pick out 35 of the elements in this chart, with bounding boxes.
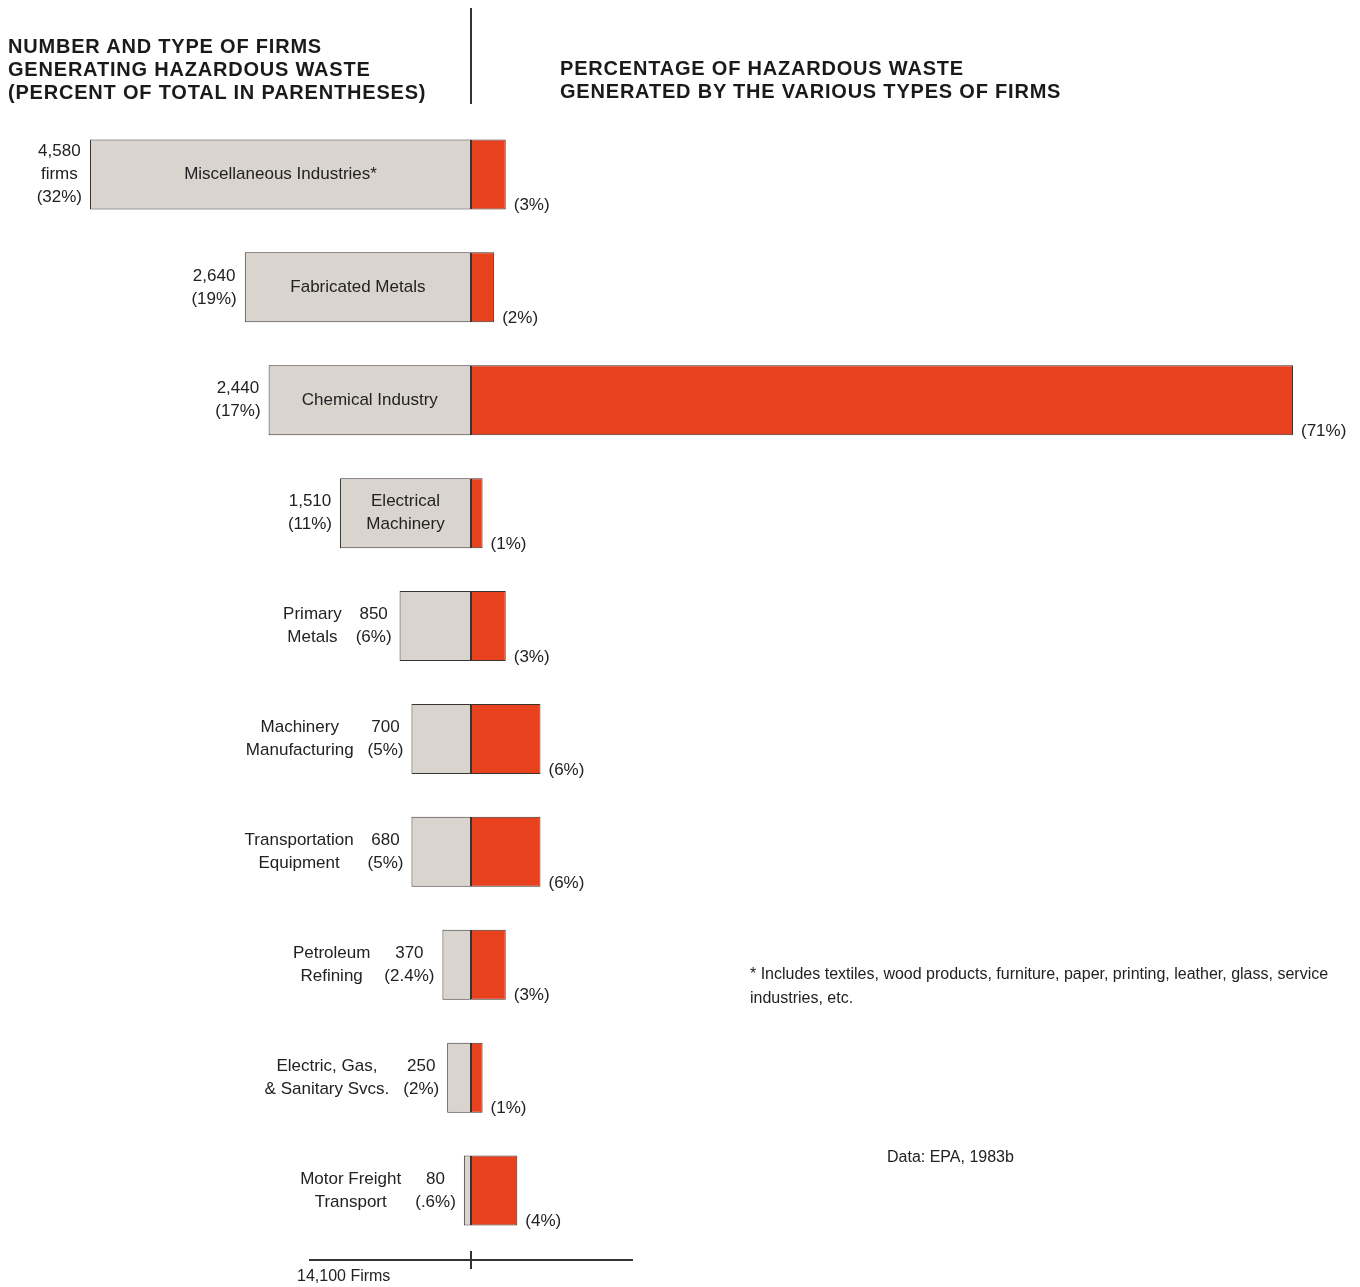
data-label: 700 (5%) [367,717,404,760]
y-tick-label: Transportation Equipment [244,830,354,873]
data-label: (6%) [548,872,585,892]
data-label: 80 (.6%) [415,1168,456,1211]
data-label: 1,510 (11%) [287,491,333,534]
y-tick-label: Electrical Machinery [366,491,446,534]
data-label: 4,580 firms (32%) [36,141,83,207]
data-label: (2%) [502,308,539,328]
x-axis-title: 14,100 Firms [297,1266,391,1286]
chart-title: NUMBER AND TYPE OF FIRMS GENERATING HAZARDOUS WASTE (PERCENT OF TOTAL IN PARENTHESES) [8,35,428,104]
data-label: (3%) [513,195,550,215]
y-tick-label: Miscellaneous Industries* [184,164,378,184]
data-label: 250 (2%) [403,1055,440,1098]
data-label: 2,440 (17%) [215,378,261,421]
data-label: 2,640 (19%) [191,265,237,308]
y-tick-label: Chemical Industry [301,389,439,409]
annotation: * Includes textiles, wood products, furniture, paper, printing, leather, glass, service industries, etc. [750,964,1330,1008]
data-label: (71%) [1301,420,1347,440]
y-tick-label: Motor Freight Transport [300,1168,402,1211]
data-label: (3%) [513,646,550,666]
y-tick-label: Fabricated Metals [290,277,426,297]
chart-title: PERCENTAGE OF HAZARDOUS WASTE GENERATED BY THE VARIOUS TYPES OF FIRMS [560,57,1063,103]
y-tick-label: Machinery Manufacturing [245,717,354,760]
data-label: 370 (2.4%) [384,942,435,985]
data-label: (3%) [513,985,550,1005]
y-tick-label: Electric, Gas, & Sanitary Svcs. [264,1055,390,1098]
data-label: (4%) [525,1211,562,1231]
data-label: 680 (5%) [367,830,404,873]
y-tick-label: Petroleum Refining [292,942,371,985]
y-tick-label: Primary Metals [283,604,343,647]
data-label: (6%) [548,759,585,779]
data-label: 850 (6%) [355,604,392,647]
annotation: Data: EPA, 1983b [887,1147,1014,1167]
data-label: (1%) [490,1098,527,1118]
data-label: (1%) [490,533,527,553]
